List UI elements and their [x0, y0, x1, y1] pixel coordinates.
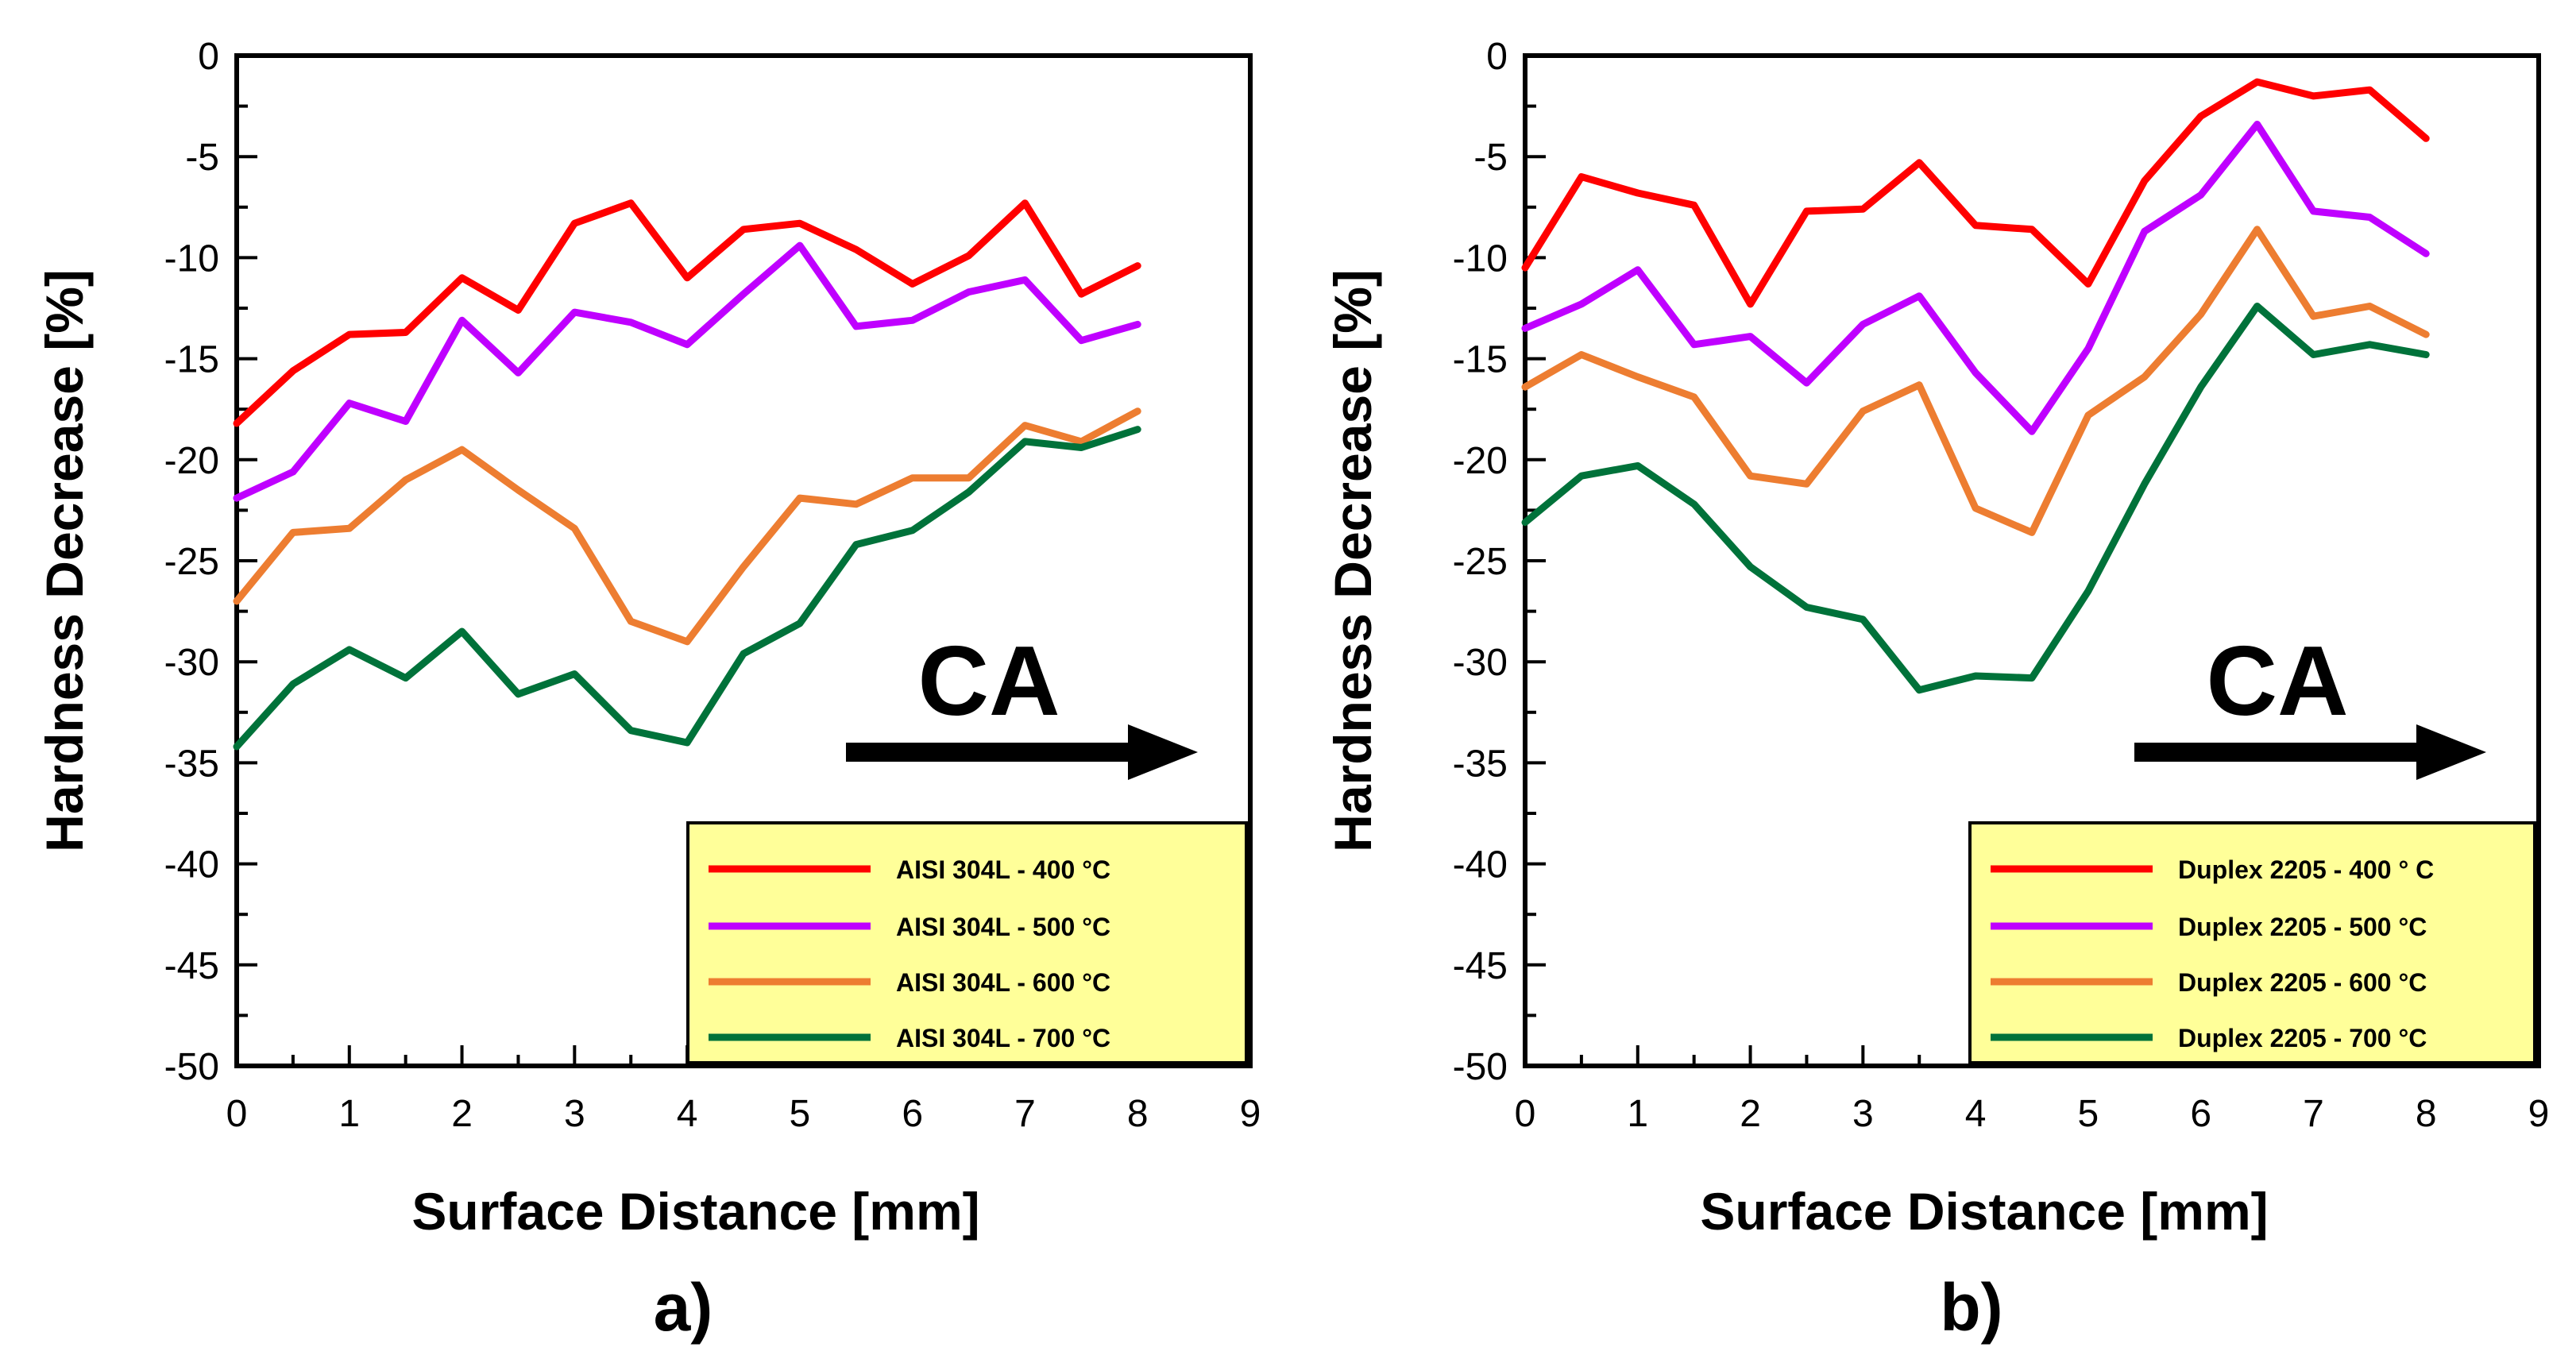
x-tick-label: 2 [451, 1093, 473, 1135]
y-tick-label: -50 [1453, 1046, 1508, 1088]
y-tick-label: -25 [164, 541, 219, 583]
series-line-3 [237, 411, 1137, 642]
x-tick-label: 3 [1852, 1093, 1874, 1135]
x-tick-label: 3 [564, 1093, 585, 1135]
panel-label-a: a) [654, 1270, 713, 1345]
x-tick-label: 7 [2303, 1093, 2324, 1135]
legend-label: Duplex 2205 - 500 °C [2178, 913, 2427, 941]
x-tick-label: 5 [790, 1093, 811, 1135]
arrow-head [1128, 724, 1198, 780]
y-tick-label: 0 [198, 36, 219, 78]
y-tick-labels: 0 -5 -10 -15 -20 -25 -30 -35 -40 -45 -50 [1453, 36, 1508, 1088]
y-tick-label: -15 [164, 339, 219, 381]
y-tick-label: -20 [1453, 440, 1508, 482]
legend-label: AISI 304L - 500 °C [896, 913, 1110, 941]
x-axis-title: Surface Distance [mm] [411, 1182, 979, 1241]
x-tick-label: 5 [2078, 1093, 2099, 1135]
x-tick-label: 4 [1965, 1093, 1987, 1135]
legend: AISI 304L - 400 °C AISI 304L - 500 °C AISI… [688, 823, 1246, 1063]
y-tick-label: -15 [1453, 339, 1508, 381]
y-tick-label: -10 [1453, 237, 1508, 280]
y-tick-label: -45 [164, 945, 219, 987]
panel-label-b: b) [1940, 1270, 2002, 1345]
legend-label: Duplex 2205 - 400 ° C [2178, 855, 2434, 884]
y-tick-label: -50 [164, 1046, 219, 1088]
y-tick-label: -35 [1453, 743, 1508, 785]
y-tick-label: -5 [1473, 137, 1508, 179]
x-tick-labels: 0 1 2 3 4 5 6 7 8 9 [1515, 1093, 2550, 1135]
legend: Duplex 2205 - 400 ° C Duplex 2205 - 500 °… [1970, 823, 2535, 1063]
x-tick-label: 8 [2416, 1093, 2437, 1135]
legend-label: Duplex 2205 - 600 °C [2178, 968, 2427, 997]
legend-label: AISI 304L - 700 °C [896, 1024, 1110, 1052]
y-tick-label: -30 [1453, 642, 1508, 684]
x-axis-title: Surface Distance [mm] [1700, 1182, 2268, 1241]
legend-label: AISI 304L - 600 °C [896, 968, 1110, 997]
arrow-shaft [846, 743, 1132, 762]
x-tick-label: 6 [2190, 1093, 2211, 1135]
x-tick-label: 0 [1515, 1093, 1536, 1135]
y-tick-label: -10 [164, 237, 219, 280]
ca-label: CA [2206, 627, 2348, 736]
y-axis-title: Hardness Decrease [%] [35, 269, 94, 852]
series-lines [1525, 82, 2426, 690]
x-tick-label: 7 [1014, 1093, 1036, 1135]
ca-annotation: CA [846, 627, 1198, 780]
y-axis-title: Hardness Decrease [%] [1323, 269, 1382, 852]
x-tick-label: 1 [338, 1093, 360, 1135]
x-tick-label: 0 [226, 1093, 248, 1135]
chart-panel-b: 0 -5 -10 -15 -20 -25 -30 -35 -40 -45 -50 0 1 2 3 4 5 6 7 8… [1288, 0, 2576, 1359]
y-tick-labels: 0 -5 -10 -15 -20 -25 -30 -35 -40 -45 -50 [164, 36, 219, 1088]
arrow-head [2416, 724, 2486, 780]
x-tick-label: 2 [1740, 1093, 1761, 1135]
y-tick-label: -5 [185, 137, 219, 179]
chart-b-svg: 0 -5 -10 -15 -20 -25 -30 -35 -40 -45 -50 0 1 2 3 4 5 6 7 8… [1288, 0, 2576, 1359]
legend-label: Duplex 2205 - 700 °C [2178, 1024, 2427, 1052]
chart-panel-a: 0 -5 -10 -15 -20 -25 -30 -35 -40 -45 -50 0 1 2 3 4 5 6 7 8… [0, 0, 1288, 1359]
x-tick-label: 9 [1240, 1093, 1261, 1135]
x-tick-label: 4 [677, 1093, 698, 1135]
y-tick-label: -40 [1453, 844, 1508, 886]
y-tick-label: -25 [1453, 541, 1508, 583]
x-tick-label: 8 [1127, 1093, 1149, 1135]
chart-a-svg: 0 -5 -10 -15 -20 -25 -30 -35 -40 -45 -50 0 1 2 3 4 5 6 7 8… [0, 0, 1288, 1359]
y-tick-label: -45 [1453, 945, 1508, 987]
y-tick-label: -40 [164, 844, 219, 886]
y-tick-label: 0 [1486, 36, 1508, 78]
y-tick-label: -30 [164, 642, 219, 684]
series-line-1 [237, 203, 1137, 423]
series-line-1 [1525, 82, 2426, 304]
x-tick-label: 9 [2528, 1093, 2550, 1135]
x-tick-label: 1 [1627, 1093, 1648, 1135]
y-tick-label: -20 [164, 440, 219, 482]
ca-annotation: CA [2134, 627, 2486, 780]
x-tick-labels: 0 1 2 3 4 5 6 7 8 9 [226, 1093, 1261, 1135]
arrow-shaft [2134, 743, 2420, 762]
series-line-3 [1525, 230, 2426, 533]
x-tick-label: 6 [902, 1093, 923, 1135]
y-tick-label: -35 [164, 743, 219, 785]
legend-label: AISI 304L - 400 °C [896, 855, 1110, 884]
ca-label: CA [917, 627, 1060, 736]
